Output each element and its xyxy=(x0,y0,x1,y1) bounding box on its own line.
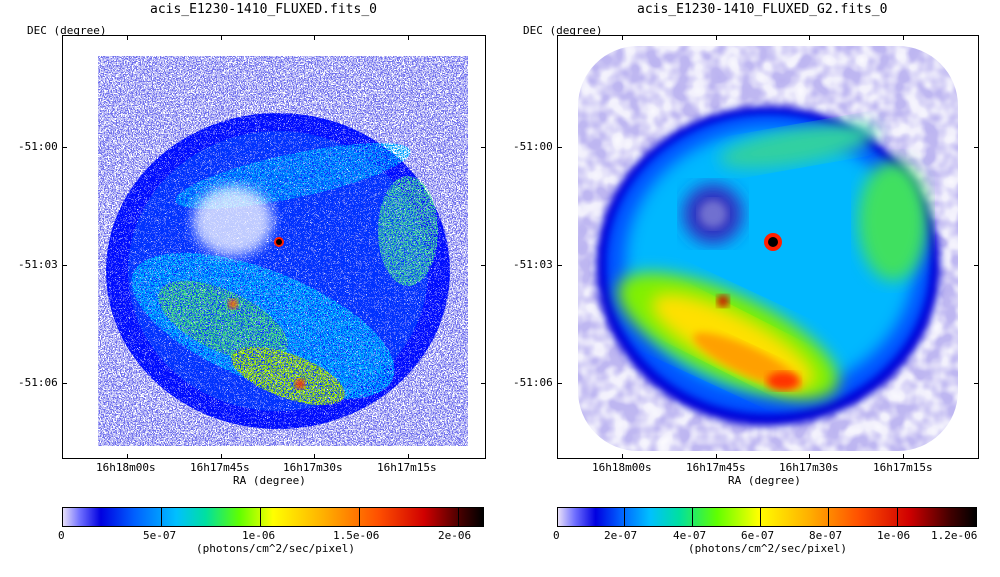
right-dec-tick-2: -51:06 xyxy=(513,376,553,389)
right-dec-tick-1: -51:03 xyxy=(513,258,553,271)
right-colorbar xyxy=(557,507,977,527)
right-ra-tick-3: 16h17m15s xyxy=(873,461,933,474)
right-colorbar-unit: (photons/cm^2/sec/pixel) xyxy=(688,542,847,555)
right-colorbar-tick-1: 2e-07 xyxy=(604,529,638,542)
right-dec-tick-0: -51:00 xyxy=(513,140,553,153)
right-colorbar-tick-3: 6e-07 xyxy=(741,529,775,542)
left-xray-image xyxy=(98,56,468,446)
left-colorbar xyxy=(62,507,484,527)
left-colorbar-unit: (photons/cm^2/sec/pixel) xyxy=(196,542,355,555)
right-colorbar-tick-2: 4e-07 xyxy=(673,529,707,542)
right-smoothed-image xyxy=(578,46,958,451)
right-ra-axis-label: RA (degree) xyxy=(728,474,801,487)
right-colorbar-tick-6: 1.2e-06 xyxy=(931,529,978,542)
right-image-frame[interactable] xyxy=(557,35,979,459)
right-dec-axis-label: DEC (degree) xyxy=(523,24,603,37)
right-colorbar-tick-4: 8e-07 xyxy=(809,529,843,542)
right-ra-tick-1: 16h17m45s xyxy=(686,461,746,474)
right-ra-tick-2: 16h17m30s xyxy=(779,461,839,474)
left-colorbar-tick-3: 1.5e-06 xyxy=(333,529,380,542)
right-ra-tick-0: 16h18m00s xyxy=(592,461,652,474)
left-colorbar-tick-1: 5e-07 xyxy=(143,529,177,542)
left-panel-title: acis_E1230-1410_FLUXED.fits_0 xyxy=(150,2,377,17)
left-dec-tick-2: -51:06 xyxy=(18,376,58,389)
left-ra-axis-label: RA (degree) xyxy=(233,474,306,487)
right-colorbar-tick-0: 0 xyxy=(553,529,560,542)
left-colorbar-tick-4: 2e-06 xyxy=(438,529,472,542)
left-ra-tick-3: 16h17m15s xyxy=(377,461,437,474)
left-ra-tick-2: 16h17m30s xyxy=(283,461,343,474)
left-dec-tick-0: -51:00 xyxy=(18,140,58,153)
left-image-frame[interactable] xyxy=(62,35,486,459)
left-colorbar-tick-2: 1e-06 xyxy=(242,529,276,542)
left-ra-tick-0: 16h18m00s xyxy=(96,461,156,474)
left-colorbar-tick-0: 0 xyxy=(58,529,65,542)
left-dec-axis-label: DEC (degree) xyxy=(27,24,107,37)
right-panel-title: acis_E1230-1410_FLUXED_G2.fits_0 xyxy=(637,2,888,17)
left-dec-tick-1: -51:03 xyxy=(18,258,58,271)
left-ra-tick-1: 16h17m45s xyxy=(190,461,250,474)
right-colorbar-tick-5: 1e-06 xyxy=(877,529,911,542)
